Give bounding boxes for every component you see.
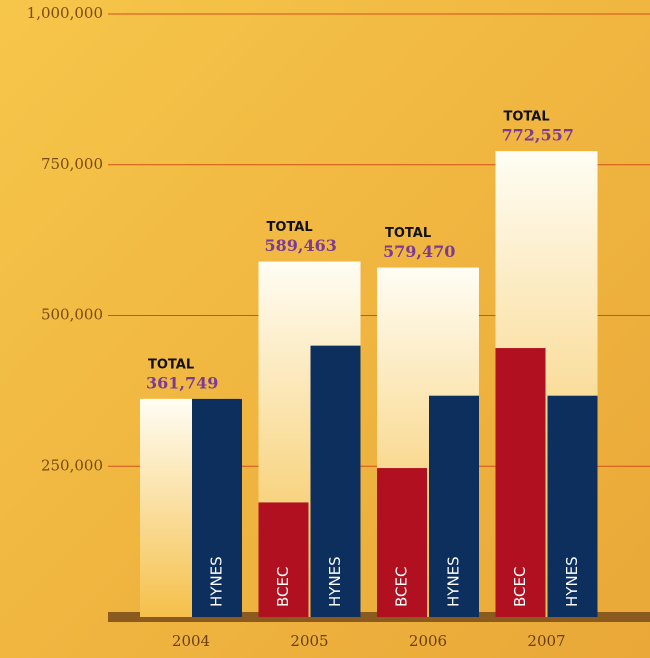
- bar-series-label: HYNES: [563, 556, 581, 607]
- x-tick-label: 2004: [172, 632, 210, 650]
- total-value: 361,749: [146, 373, 218, 392]
- total-label: TOTAL: [267, 220, 313, 235]
- total-label: TOTAL: [148, 357, 194, 372]
- total-value: 772,557: [502, 126, 574, 145]
- bar-series-label: BCEC: [511, 567, 529, 607]
- y-tick-label: 1,000,000: [27, 4, 103, 22]
- total-label: TOTAL: [385, 226, 431, 241]
- x-tick-label: 2005: [290, 632, 328, 650]
- bar-series-label: BCEC: [274, 567, 292, 607]
- y-tick-label: 250,000: [41, 456, 103, 474]
- bar-series-label: BCEC: [393, 567, 411, 607]
- total-value: 589,463: [265, 236, 337, 255]
- total-value: 579,470: [383, 242, 455, 261]
- bar-series-label: HYNES: [445, 556, 463, 607]
- x-tick-label: 2007: [527, 632, 565, 650]
- bar-series-label: HYNES: [326, 556, 344, 607]
- y-tick-label: 500,000: [41, 306, 103, 324]
- y-tick-label: 750,000: [41, 155, 103, 173]
- total-label: TOTAL: [504, 110, 550, 125]
- bar-series-label: HYNES: [208, 556, 226, 607]
- chart: 250,000500,000750,0001,000,000TOTAL361,7…: [0, 0, 650, 658]
- x-tick-label: 2006: [409, 632, 447, 650]
